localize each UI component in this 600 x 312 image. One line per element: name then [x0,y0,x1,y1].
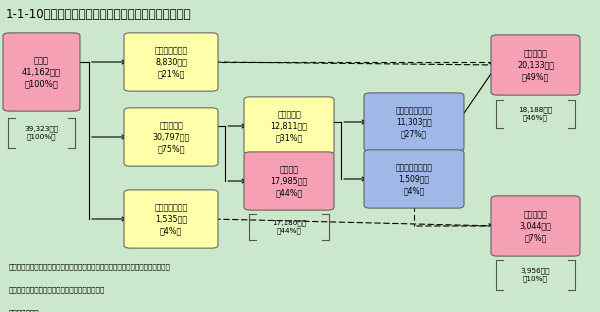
Text: 39,323万ｔ
（100%）: 39,323万ｔ （100%） [25,125,59,140]
Text: 最終処分量
3,044万ｔ
（7%）: 最終処分量 3,044万ｔ （7%） [520,210,551,242]
FancyBboxPatch shape [364,93,464,151]
Text: 18,188万ｔ
（46%）: 18,188万ｔ （46%） [518,106,553,121]
Text: 中間処理量
30,797万ｔ
（75%）: 中間処理量 30,797万ｔ （75%） [152,121,190,153]
Text: 1-1-10図　産業廃棄物の処理の流れ（平成１５年度）: 1-1-10図 産業廃棄物の処理の流れ（平成１５年度） [6,8,191,21]
Text: 排出量
41,162万ｔ
（100%）: 排出量 41,162万ｔ （100%） [22,56,61,88]
Text: （資料）環境省: （資料）環境省 [9,310,40,312]
FancyBboxPatch shape [491,196,580,256]
Text: 処理後最終処分量
1,509万ｔ
（4%）: 処理後最終処分量 1,509万ｔ （4%） [395,163,433,195]
Text: 減量化量
17,985万ｔ
（44%）: 減量化量 17,985万ｔ （44%） [271,165,308,197]
FancyBboxPatch shape [364,150,464,208]
Text: 直接再生利用量
8,830万ｔ
（21%）: 直接再生利用量 8,830万ｔ （21%） [154,46,188,78]
FancyBboxPatch shape [244,152,334,210]
Text: 再生利用量
20,133万ｔ
（49%）: 再生利用量 20,133万ｔ （49%） [517,49,554,81]
Text: （注）１各項目の数値は，四捨五入してあるため合計値が一致しない場合がある。: （注）１各項目の数値は，四捨五入してあるため合計値が一致しない場合がある。 [9,263,171,270]
FancyBboxPatch shape [244,97,334,155]
Text: 3,956万ｔ
（10%）: 3,956万ｔ （10%） [521,267,550,282]
Text: 処理残さ量
12,811万ｔ
（31%）: 処理残さ量 12,811万ｔ （31%） [271,110,308,142]
FancyBboxPatch shape [124,108,218,166]
FancyBboxPatch shape [491,35,580,95]
FancyBboxPatch shape [3,33,80,111]
FancyBboxPatch shape [124,33,218,91]
FancyBboxPatch shape [124,190,218,248]
Text: ２（　）内は，平成１４年度の数値を示す。: ２（ ）内は，平成１４年度の数値を示す。 [9,286,105,293]
Text: 直接最終処分量
1,535万ｔ
（4%）: 直接最終処分量 1,535万ｔ （4%） [154,203,188,235]
Text: 処理後再生利用量
11,303万ｔ
（27%）: 処理後再生利用量 11,303万ｔ （27%） [395,106,433,138]
Text: 17,180万ｔ
（44%）: 17,180万ｔ （44%） [272,220,306,235]
